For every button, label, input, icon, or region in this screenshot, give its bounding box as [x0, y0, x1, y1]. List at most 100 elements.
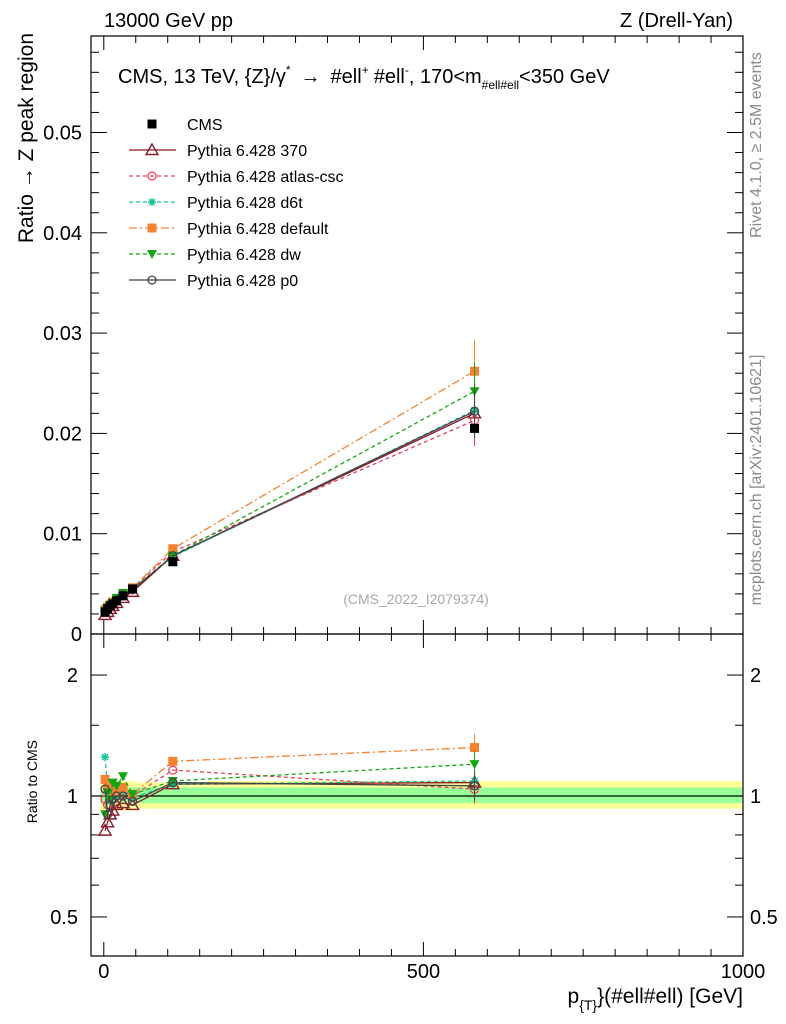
legend-entry: Pythia 6.428 370 [129, 142, 307, 160]
title-subscript: #ell#ell [482, 78, 519, 92]
legend-entry: Pythia 6.428 default [129, 221, 329, 238]
ratio-point [100, 784, 110, 794]
data-point [168, 557, 178, 567]
legend-entry: Pythia 6.428 dw [129, 247, 301, 264]
ratio-point [100, 814, 115, 828]
series-line-ratio [104, 781, 475, 815]
legend-marker [147, 275, 157, 285]
ratio-point [469, 781, 480, 791]
x-tick-label: 1000 [721, 961, 766, 983]
ratio-point [127, 796, 138, 806]
plot-title: CMS, 13 TeV, {Z}/γ* → #ell+ #ell-, 170<m#el… [118, 63, 610, 92]
y-tick-label: 0.05 [43, 122, 82, 144]
legend-marker [147, 171, 157, 181]
series-line-main [104, 410, 475, 612]
ratio-point [115, 795, 131, 809]
ratio-point [168, 765, 178, 775]
series-line-main [104, 412, 475, 616]
data-point [112, 596, 122, 606]
series-line-main [104, 390, 475, 613]
legend-label: CMS [187, 117, 223, 134]
ratio-point [112, 786, 122, 796]
ratio-point [111, 781, 122, 791]
ratio-series-group [97, 734, 482, 836]
x-tick-label: 500 [407, 961, 440, 983]
legend-marker [147, 223, 157, 233]
title-range-left: , 170<m [409, 66, 482, 88]
ratio-point [168, 756, 178, 766]
ratio-plot-frame [90, 633, 744, 957]
legend-label: Pythia 6.428 d6t [187, 195, 303, 212]
series-line-main [104, 370, 475, 611]
xlabel-sub: {T} [579, 997, 597, 1013]
legend-entry: Pythia 6.428 p0 [129, 273, 298, 290]
legend-label: Pythia 6.428 atlas-csc [187, 169, 344, 186]
legend: CMS Pythia 6.428 370 Pythia 6.428 atlas-cs… [129, 117, 344, 290]
ratio-point [118, 791, 128, 801]
legend-label: Pythia 6.428 default [187, 221, 329, 238]
ratio-y-tick-label-right: 2 [750, 665, 761, 687]
ratio-point [469, 760, 480, 770]
ylabel-top: Ratio → Z peak region [15, 33, 38, 243]
y-tick-label: 0.01 [43, 524, 82, 546]
data-point [469, 406, 480, 416]
data-point [118, 591, 128, 601]
title-main: CMS, 13 TeV, {Z}/γ [118, 66, 286, 88]
header-right: Z (Drell-Yan) [620, 10, 733, 32]
ratio-point [97, 823, 113, 836]
rivet-label: Rivet 4.1.0, ≥ 2.5M events [748, 52, 765, 238]
ratio-y-tick-label-right: 0.5 [750, 907, 778, 929]
ratio-y-tick-label-right: 1 [750, 786, 761, 808]
analysis-watermark: (CMS_2022_I2079374) [343, 591, 489, 607]
header-left: 13000 GeV pp [104, 10, 233, 32]
title-plus: + [362, 63, 369, 77]
ratio-y-tick-label: 1 [67, 786, 78, 808]
ratio-point [168, 777, 178, 788]
title-ell1: #ell [331, 66, 362, 88]
title-arrow: → [301, 66, 321, 88]
axis-ticks: 0 500 1000 0 0.01 0.02 0.03 0.04 0.05 0.5 0.5 1 1 2 2 [43, 36, 778, 983]
ratio-point [101, 753, 110, 762]
ratio-point [100, 774, 110, 784]
ratio-point [105, 800, 115, 810]
ratio-point [118, 782, 128, 792]
ratio-y-tick-label: 2 [67, 665, 78, 687]
series-line-ratio [104, 781, 475, 831]
title-ell2: #ell [374, 66, 405, 88]
legend-label: Pythia 6.428 dw [187, 247, 301, 264]
y-tick-label: 0.04 [43, 223, 82, 245]
xlabel-p: p [568, 985, 580, 1008]
ratio-y-tick-label: 0.5 [50, 907, 78, 929]
legend-marker [148, 198, 156, 206]
title-minus: - [405, 63, 409, 77]
mcplots-label: mcplots.cern.ch [arXiv:2401.10621] [748, 355, 765, 606]
ratio-point [103, 782, 113, 792]
ratio-point [127, 790, 138, 800]
ratio-point [117, 772, 128, 782]
legend-label: Pythia 6.428 p0 [187, 273, 298, 290]
legend-label: Pythia 6.428 370 [187, 143, 307, 160]
x-tick-label: 0 [98, 961, 109, 983]
y-tick-label: 0.02 [43, 423, 82, 445]
ylabel-bottom: Ratio to CMS [24, 740, 40, 823]
series-line-main [104, 419, 475, 612]
main-series-group [97, 339, 482, 621]
ratio-point [102, 809, 113, 820]
data-point [128, 584, 138, 594]
legend-entry: Pythia 6.428 d6t [129, 195, 303, 212]
title-range-right: <350 GeV [519, 66, 610, 88]
xlabel-rest: }(#ell#ell) [GeV] [597, 985, 743, 1008]
legend-marker [147, 119, 157, 129]
ratio-point [470, 743, 480, 753]
legend-marker [144, 142, 160, 156]
xlabel: p{T}}(#ell#ell) [GeV] [568, 985, 744, 1013]
y-tick-label: 0.03 [43, 323, 82, 345]
data-point [168, 544, 178, 554]
y-tick-label: 0 [71, 624, 82, 646]
legend-entry: Pythia 6.428 atlas-csc [129, 169, 344, 186]
data-point [470, 423, 480, 433]
title-star: * [286, 63, 291, 77]
ratio-point [111, 791, 122, 801]
legend-marker [147, 250, 157, 259]
